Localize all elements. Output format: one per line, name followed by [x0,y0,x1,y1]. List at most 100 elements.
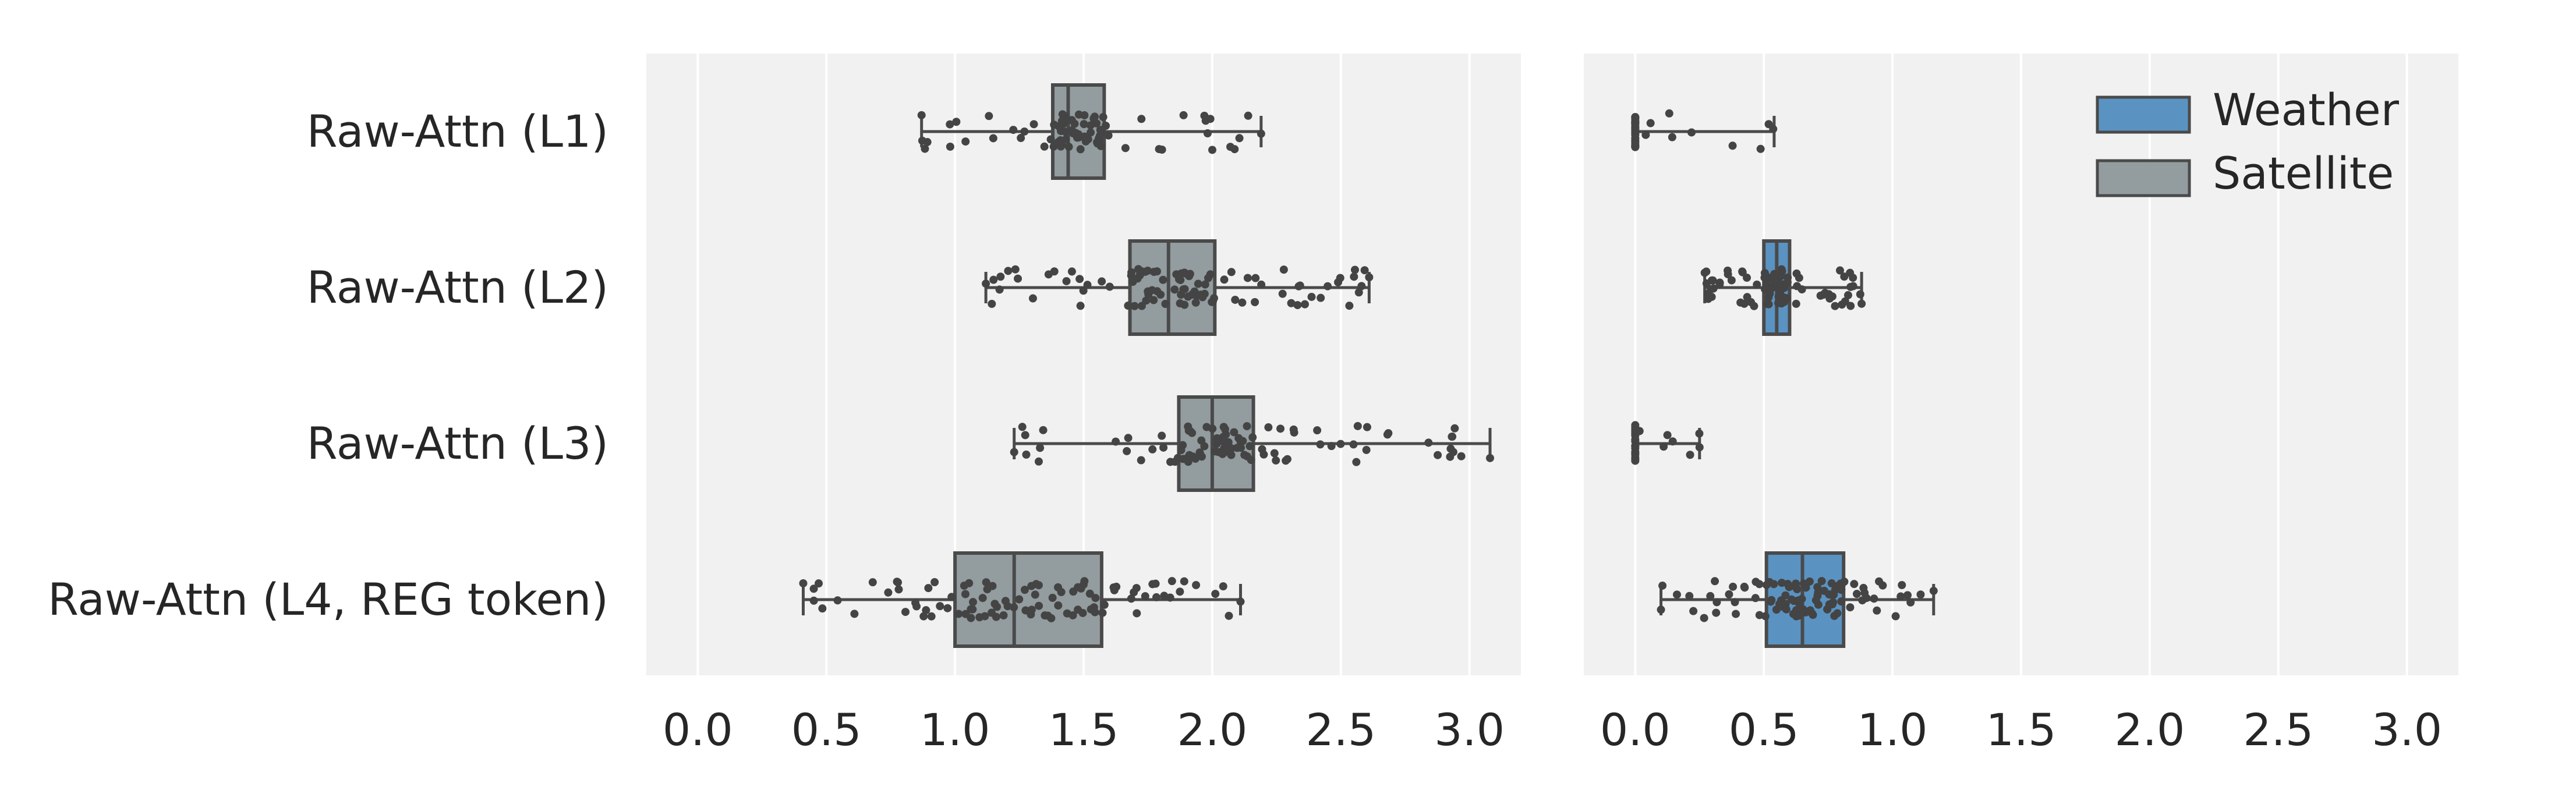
strip-point [1769,125,1778,133]
strip-point [1384,429,1393,438]
strip-point [1128,278,1137,286]
strip-point [1251,297,1259,306]
strip-point [894,578,903,587]
strip-point [1814,600,1823,609]
strip-point [1203,129,1212,138]
strip-point [799,579,808,587]
strip-point [1043,611,1052,620]
strip-point [1219,582,1227,591]
strip-point [1764,293,1773,302]
strip-point [1208,424,1217,433]
strip-point [1668,437,1677,446]
strip-point [1715,280,1724,289]
strip-point [1237,444,1245,452]
x-tick-label: 1.0 [920,704,990,756]
strip-point [927,612,936,621]
strip-point [1849,274,1857,282]
strip-point [1121,144,1130,153]
strip-points [1010,421,1494,466]
left-panel: 0.0 0.5 1.0 1.5 2.0 2.5 3.0 [646,54,1521,756]
strip-point [1132,584,1141,593]
legend-label-weather: Weather [2213,84,2400,136]
strip-point [1064,143,1073,151]
strip-point [1270,449,1279,458]
strip-point [1104,131,1113,140]
strip-point [1712,598,1721,607]
strip-point [1239,437,1247,445]
strip-point [1350,265,1359,274]
strip-point [1336,274,1344,282]
strip-point [1324,282,1332,291]
strip-point [985,112,993,121]
strip-point [1736,298,1745,307]
strip-point [1785,583,1793,591]
x-tick-label: 1.5 [1986,704,2057,756]
strip-point [1020,586,1029,594]
strip-point [1086,121,1095,130]
strip-point [1821,289,1830,297]
strip-point [1898,580,1906,589]
strip-point [1028,294,1037,303]
strip-point [1257,280,1266,289]
strip-point [1137,267,1145,275]
strip-point [1795,274,1803,282]
strip-point [1180,577,1188,586]
strip-point [1767,597,1775,606]
strip-point [946,142,954,151]
strip-point [1738,267,1747,276]
strip-point [1085,589,1094,598]
strip-point [1434,451,1442,459]
strip-point [1206,115,1215,123]
strip-point [1029,120,1038,129]
strip-point [1850,580,1859,589]
box-raw-attn-l1 [917,83,1265,180]
strip-point [1192,580,1201,589]
strip-point [911,598,920,607]
strip-point [1238,298,1247,307]
strip-point [1061,112,1070,121]
strip-point [1806,606,1814,615]
strip-point [1021,431,1029,440]
strip-point [814,579,823,588]
strip-point [1727,276,1736,285]
strip-point [1031,590,1039,599]
strip-point [1689,607,1698,615]
strip-point [1049,142,1058,151]
strip-point [1087,128,1095,137]
strip-point [954,610,963,618]
strip-point [1764,300,1773,309]
strip-point [1091,594,1100,603]
strip-point [1011,265,1020,274]
strip-point [1179,441,1187,449]
strip-point [1792,612,1800,621]
strip-point [1857,299,1866,308]
strip-point [1004,267,1013,275]
strip-point [1056,142,1065,151]
strip-point [1220,425,1229,434]
strip-point [1700,614,1708,622]
strip-point [1074,583,1082,591]
strip-point [1258,445,1266,454]
strip-point [1659,442,1668,451]
strip-point [1740,583,1749,592]
strip-point [1048,593,1057,602]
strip-point [1799,605,1807,614]
strip-point [1840,578,1849,586]
strip-point [1197,436,1206,445]
strip-point [1027,605,1036,614]
strip-point [1728,141,1737,150]
strip-point [988,582,997,590]
strip-point [1761,612,1770,621]
strip-point [1362,445,1371,454]
legend-swatch-weather [2096,95,2191,134]
strip-point [978,594,987,603]
strip-point [1357,282,1366,291]
strip-point [1831,302,1839,310]
strip-point [1153,287,1162,296]
strip-point [1896,592,1905,601]
strip-point [1631,430,1640,438]
strip-point [1133,609,1141,618]
strip-point [1704,295,1712,303]
strip-point [1124,302,1133,310]
strip-point [1781,280,1789,289]
